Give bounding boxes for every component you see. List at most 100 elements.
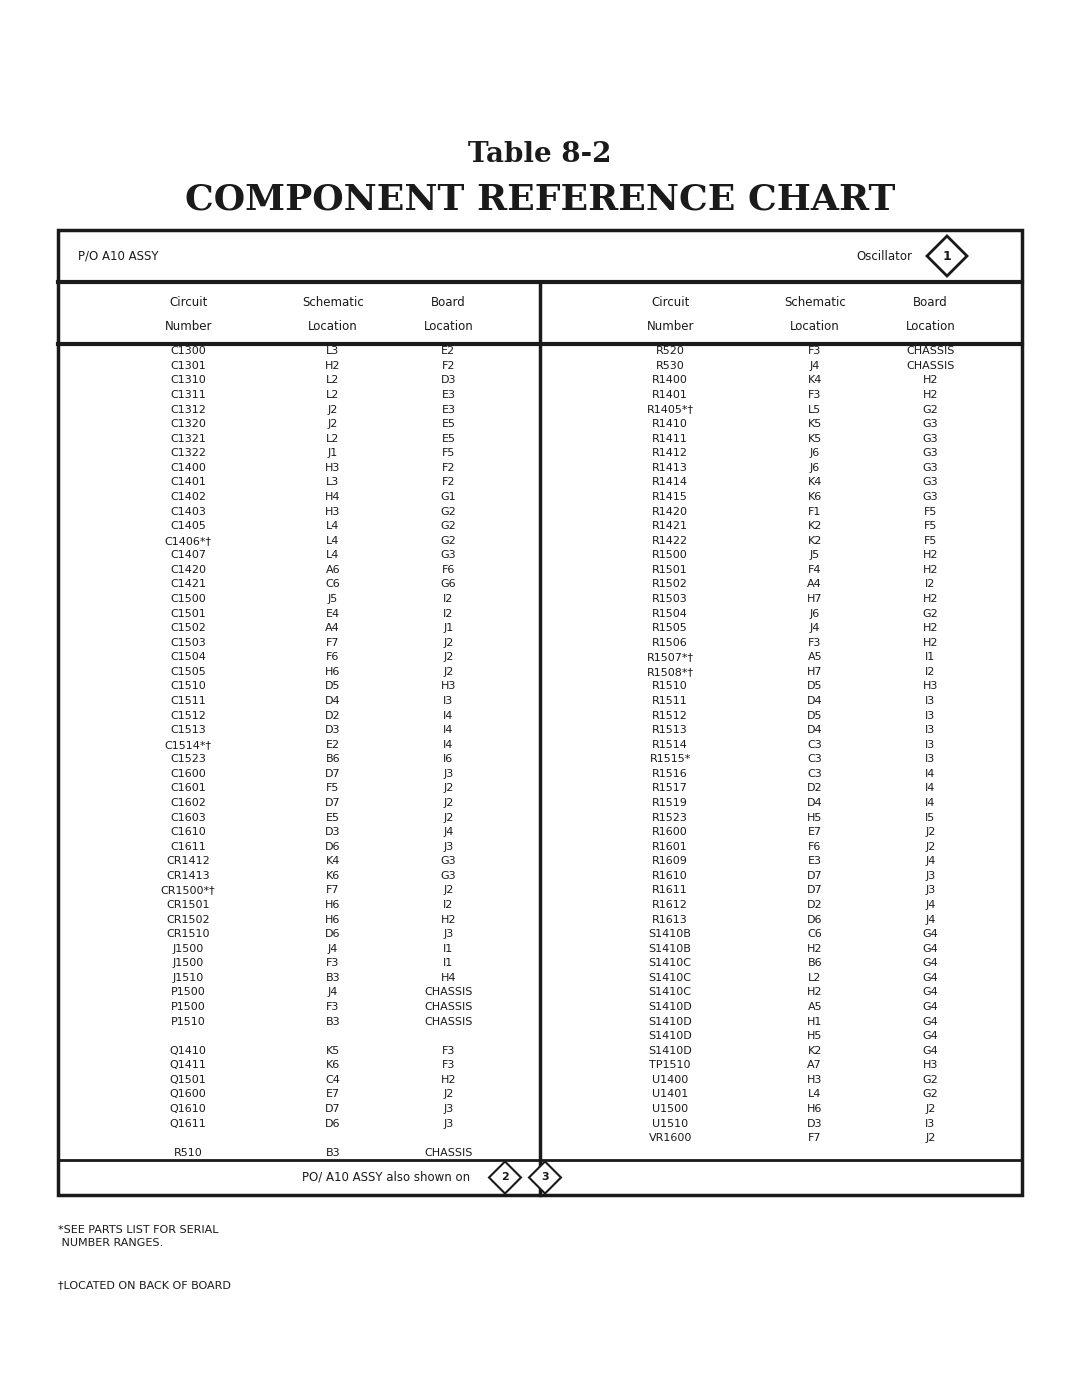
Text: I5: I5 [926,813,935,823]
Text: C1601: C1601 [171,783,206,793]
Text: C1421: C1421 [171,579,206,589]
Text: C1502: C1502 [171,623,206,634]
Text: Schematic: Schematic [302,297,364,309]
Text: E5: E5 [442,434,456,443]
Text: D2: D2 [807,900,823,909]
Text: CHASSIS: CHASSIS [424,988,473,997]
Text: J2: J2 [327,404,338,414]
Text: S1410D: S1410D [648,1002,692,1011]
Text: E5: E5 [442,420,456,429]
Text: J4: J4 [926,915,935,925]
Text: J3: J3 [443,1119,454,1129]
Text: R510: R510 [174,1147,203,1158]
Text: K4: K4 [808,477,822,487]
Text: D3: D3 [325,827,340,837]
Text: G2: G2 [441,522,456,532]
Text: CR1413: CR1413 [166,870,210,881]
Text: J3: J3 [443,1104,454,1114]
Text: R1601: R1601 [652,842,688,852]
Text: D7: D7 [325,797,340,809]
Text: CHASSIS: CHASSIS [906,347,955,357]
Text: I2: I2 [926,667,935,677]
Text: R1506: R1506 [652,638,688,648]
Text: J2: J2 [443,783,454,793]
Text: G4: G4 [922,988,939,997]
Text: G3: G3 [441,550,456,560]
Text: F3: F3 [442,1060,455,1070]
Text: H2: H2 [807,988,823,997]
Text: J2: J2 [443,813,454,823]
Text: C1514*†: C1514*† [164,740,212,750]
Text: H7: H7 [807,667,823,677]
Text: 1: 1 [943,249,951,263]
Text: C1511: C1511 [171,695,206,706]
Text: J2: J2 [926,827,935,837]
Text: I1: I1 [443,944,454,954]
Text: G4: G4 [922,972,939,983]
Text: C1401: C1401 [171,477,206,487]
Text: E2: E2 [442,347,456,357]
Text: C1420: C1420 [171,565,206,575]
Text: R1512: R1512 [652,711,688,720]
Text: R1613: R1613 [652,915,688,925]
Text: F5: F5 [442,448,455,459]
Text: Location: Location [789,320,839,333]
Text: D3: D3 [807,1119,823,1129]
Text: L4: L4 [326,522,339,532]
Text: F3: F3 [808,638,822,648]
Text: J1510: J1510 [173,972,204,983]
Text: CHASSIS: CHASSIS [424,1002,473,1011]
Text: R1422: R1422 [652,536,688,546]
Text: J2: J2 [926,842,935,852]
Text: CR1500*†: CR1500*† [161,886,215,895]
Text: C1504: C1504 [171,652,206,662]
Text: R1421: R1421 [652,522,688,532]
Text: K5: K5 [808,434,822,443]
Text: U1401: U1401 [652,1090,688,1100]
Text: D7: D7 [325,769,340,779]
Text: R1611: R1611 [652,886,688,895]
Text: R1501: R1501 [652,565,688,575]
Text: J6: J6 [810,463,820,473]
Text: J4: J4 [327,988,338,997]
Text: C1312: C1312 [171,404,206,414]
Text: H6: H6 [807,1104,823,1114]
Text: J1500: J1500 [173,958,204,968]
Text: F4: F4 [808,565,822,575]
Text: R1600: R1600 [652,827,688,837]
Text: D5: D5 [807,681,823,691]
Text: C3: C3 [808,740,822,750]
Text: J4: J4 [926,856,935,866]
Text: A6: A6 [325,565,340,575]
Text: †LOCATED ON BACK OF BOARD: †LOCATED ON BACK OF BOARD [58,1280,231,1290]
Text: S1410C: S1410C [649,958,691,968]
Text: S1410B: S1410B [649,944,691,954]
Text: F5: F5 [923,506,937,516]
Text: I3: I3 [926,695,935,706]
Text: H2: H2 [922,390,939,400]
Text: H2: H2 [922,638,939,648]
Text: H7: H7 [807,595,823,604]
Text: K6: K6 [325,1060,340,1070]
Text: I6: I6 [443,754,454,764]
Text: B6: B6 [808,958,822,968]
Text: A4: A4 [808,579,822,589]
Text: J6: J6 [810,448,820,459]
Text: K5: K5 [325,1045,340,1056]
Text: G2: G2 [441,536,456,546]
Text: TP1510: TP1510 [649,1060,691,1070]
Text: C1503: C1503 [171,638,206,648]
Text: I2: I2 [443,595,454,604]
Text: F2: F2 [442,477,455,487]
Text: C6: C6 [808,929,822,939]
Text: Q1410: Q1410 [170,1045,206,1056]
Text: Location: Location [308,320,357,333]
Text: R1500: R1500 [652,550,688,560]
Text: I2: I2 [443,900,454,909]
Text: G4: G4 [922,1031,939,1041]
Polygon shape [489,1161,521,1193]
Text: CHASSIS: CHASSIS [424,1147,473,1158]
Text: I4: I4 [926,797,935,809]
Text: H2: H2 [441,1074,456,1084]
Text: R1505: R1505 [652,623,688,634]
